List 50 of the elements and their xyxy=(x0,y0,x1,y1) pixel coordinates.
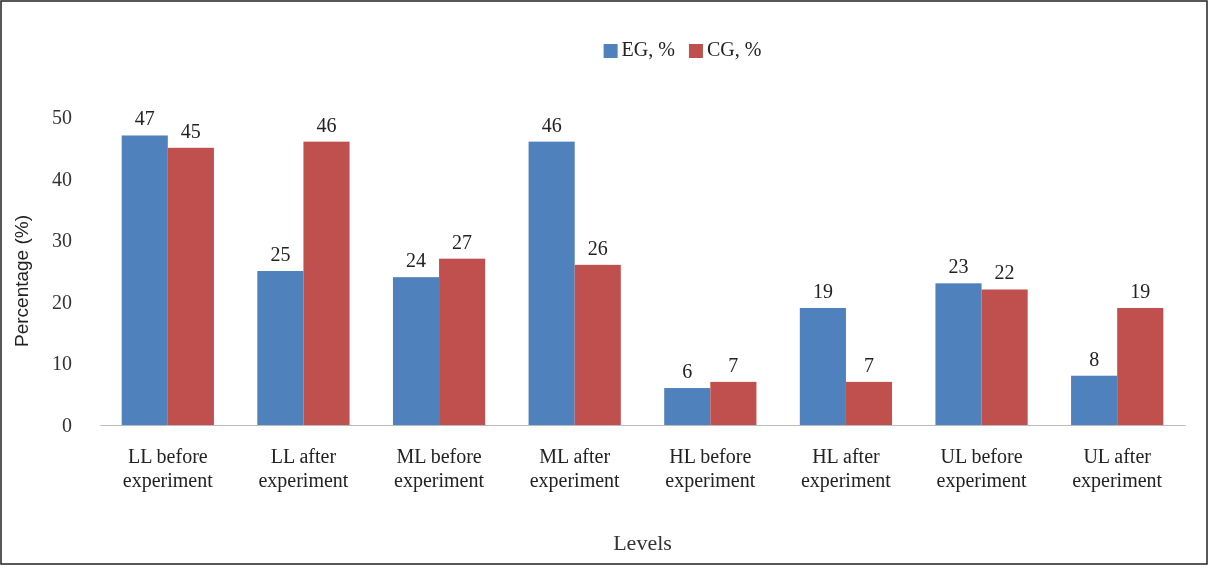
data-label: 26 xyxy=(587,236,608,259)
data-label: 19 xyxy=(1130,279,1151,302)
bar xyxy=(303,141,350,425)
bar xyxy=(664,388,711,425)
x-tick-label: HL after experiment xyxy=(800,445,892,492)
bar xyxy=(1071,375,1118,425)
data-label: 6 xyxy=(682,360,693,383)
x-tick-label: HL before experiment xyxy=(665,445,756,492)
data-label: 27 xyxy=(452,230,473,253)
y-axis-title: Percentage (%) xyxy=(11,214,32,348)
x-tick-label: UL before experiment xyxy=(936,445,1027,492)
data-label: 8 xyxy=(1089,347,1100,370)
data-label: 24 xyxy=(406,249,427,272)
bar xyxy=(439,258,486,425)
x-tick-label: LL after experiment xyxy=(258,445,349,492)
data-label: 46 xyxy=(541,113,562,136)
data-label: 47 xyxy=(134,107,155,130)
bar xyxy=(528,141,575,425)
data-label: 7 xyxy=(728,353,739,376)
bar xyxy=(935,283,982,425)
bar xyxy=(710,381,757,425)
bar xyxy=(574,264,621,425)
bar xyxy=(121,135,168,425)
data-label: 7 xyxy=(863,353,874,376)
y-tick-label: 20 xyxy=(52,290,72,313)
y-tick-label: 0 xyxy=(62,413,72,436)
bar xyxy=(392,277,440,425)
data-label: 22 xyxy=(994,261,1015,284)
bar xyxy=(799,307,846,425)
x-tick-label: ML before experiment xyxy=(394,445,485,492)
bar xyxy=(845,381,893,425)
bar xyxy=(257,271,304,425)
data-label: 45 xyxy=(180,119,201,142)
bar xyxy=(167,147,214,425)
bar xyxy=(1117,307,1164,425)
x-tick-label: UL after experiment xyxy=(1072,445,1163,492)
x-axis-title: Levels xyxy=(613,530,672,555)
data-label: 23 xyxy=(948,255,969,278)
data-label: 25 xyxy=(270,243,291,265)
x-tick-label: LL before experiment xyxy=(122,445,214,492)
y-tick-label: 40 xyxy=(52,167,72,190)
y-tick-label: 30 xyxy=(52,229,72,252)
legend-label: EG, % xyxy=(621,38,675,60)
x-tick-label: ML after experiment xyxy=(529,445,621,492)
bar xyxy=(981,289,1028,425)
y-tick-label: 10 xyxy=(52,352,72,375)
data-label: 19 xyxy=(812,279,833,302)
legend-label: CG, % xyxy=(706,38,762,60)
y-tick-label: 50 xyxy=(52,105,72,128)
data-label: 46 xyxy=(316,113,337,136)
